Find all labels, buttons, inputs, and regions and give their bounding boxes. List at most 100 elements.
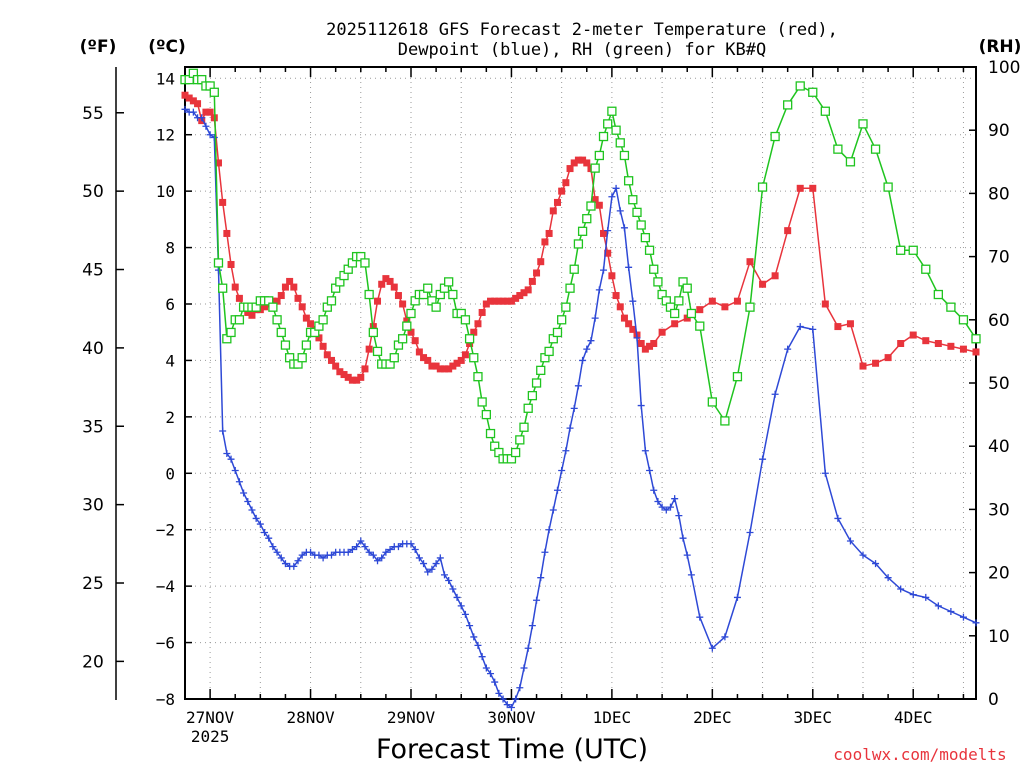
dewpoint-point — [353, 543, 361, 551]
2-meter-temperature-point — [553, 198, 561, 206]
2-meter-temperature-point — [390, 283, 398, 291]
dewpoint-point — [436, 554, 444, 562]
relative-humidity-point — [360, 258, 370, 268]
relative-humidity-point — [603, 119, 613, 129]
relative-humidity-point — [590, 163, 600, 173]
2-meter-temperature-point — [223, 229, 231, 237]
dewpoint-point — [445, 577, 453, 584]
2-meter-temperature-point — [796, 184, 804, 192]
2-meter-temperature-point — [315, 334, 323, 342]
dewpoint-point — [541, 548, 549, 556]
2-meter-temperature-point — [583, 159, 591, 167]
fahrenheit-tick-label: 25 — [82, 574, 104, 594]
relative-humidity-point — [213, 258, 224, 268]
2-meter-temperature-point — [558, 187, 566, 195]
relative-humidity-point — [640, 232, 651, 243]
celsius-tick-label: 10 — [156, 182, 175, 201]
2-meter-temperature-point — [507, 297, 515, 305]
relative-humidity-point — [406, 308, 416, 319]
relative-humidity-point — [423, 283, 433, 293]
2-meter-temperature-point — [491, 297, 499, 305]
rh-tick-label: 80 — [988, 184, 1010, 204]
credit-link[interactable]: coolwx.com/modelts — [833, 745, 1006, 764]
dewpoint-point — [612, 184, 620, 192]
2-meter-temperature-point — [545, 229, 553, 237]
2-meter-temperature-point — [512, 294, 520, 302]
2-meter-temperature-point — [403, 317, 411, 325]
2-meter-temperature-point — [658, 328, 666, 336]
dewpoint-point — [273, 548, 281, 556]
relative-humidity-point — [473, 372, 483, 382]
relative-humidity-point — [607, 106, 617, 116]
2-meter-temperature-point — [604, 249, 612, 257]
dewpoint-point — [240, 489, 248, 497]
dewpoint-point — [909, 591, 917, 599]
dewpoint-point — [248, 506, 256, 514]
celsius-tick-label: 8 — [165, 239, 175, 258]
relative-humidity-point — [582, 214, 592, 224]
rh-tick-label: 10 — [988, 627, 1010, 647]
dewpoint-point — [708, 644, 716, 652]
2-meter-temperature-point — [294, 294, 302, 302]
2-meter-temperature-point — [231, 283, 239, 291]
2-meter-temperature-point — [332, 362, 340, 370]
dewpoint-point — [872, 560, 880, 568]
dewpoint-point — [959, 613, 967, 621]
2-meter-temperature-point — [934, 340, 942, 347]
dewpoint-point — [947, 608, 955, 616]
dewpoint-point — [587, 337, 595, 345]
relative-humidity-point — [218, 283, 228, 293]
dewpoint-point — [846, 537, 854, 545]
rh-unit-label: (RH) — [979, 37, 1022, 57]
dewpoint-point — [369, 551, 377, 559]
2-meter-temperature-point — [189, 97, 197, 105]
2-meter-temperature-point — [361, 365, 369, 373]
dewpoint-point — [625, 263, 633, 271]
fahrenheit-tick-label: 30 — [82, 496, 104, 516]
2-meter-temperature-point — [436, 365, 444, 373]
dewpoint-point — [562, 447, 570, 455]
relative-humidity-point — [623, 176, 634, 186]
dewpoint-point — [558, 466, 566, 474]
2-meter-temperature-point — [646, 342, 654, 350]
dewpoint-point — [633, 334, 641, 342]
dewpoint-point — [549, 506, 557, 514]
dewpoint-point — [466, 622, 474, 630]
2-meter-temperature-point — [809, 184, 817, 192]
2-meter-temperature-point — [629, 325, 637, 333]
dewpoint-point — [457, 602, 465, 610]
dewpoint-point — [687, 571, 695, 579]
2-meter-temperature-point — [579, 156, 587, 164]
dewpoint-point — [210, 134, 218, 142]
dewpoint-point — [721, 633, 729, 641]
x-tick-label: 2DEC — [693, 708, 732, 727]
dewpoint-point — [922, 593, 930, 601]
2-meter-temperature-point — [298, 303, 306, 311]
2-meter-temperature-point — [394, 292, 402, 300]
relative-humidity-point — [565, 283, 575, 293]
dewpoint-point — [528, 622, 536, 630]
x-tick-label: 30NOV — [487, 708, 536, 727]
2-meter-temperature-point — [181, 91, 189, 99]
dewpoint-point — [516, 684, 524, 692]
dewpoint-point — [897, 585, 905, 593]
2-meter-temperature-point — [457, 356, 465, 364]
series-layer — [180, 68, 981, 711]
dewpoint-point — [315, 551, 323, 559]
2-meter-temperature-point — [746, 258, 754, 266]
rh-tick-label: 70 — [988, 248, 1010, 268]
dewpoint-point — [884, 574, 892, 582]
2-meter-temperature-point — [470, 328, 478, 336]
relative-humidity-point — [448, 289, 458, 300]
2-meter-temperature-point — [319, 342, 327, 350]
2-meter-temperature-point — [302, 314, 310, 322]
relative-humidity-point — [908, 245, 918, 255]
2-meter-temperature-point — [595, 201, 603, 209]
relative-humidity-point — [552, 327, 563, 338]
dewpoint-point — [461, 610, 469, 618]
2-meter-temperature-point — [566, 165, 574, 173]
2-meter-temperature-point — [202, 108, 210, 116]
2-meter-temperature-point — [461, 351, 469, 359]
2-meter-temperature-point — [348, 376, 356, 384]
2-meter-temperature-point — [482, 300, 490, 308]
